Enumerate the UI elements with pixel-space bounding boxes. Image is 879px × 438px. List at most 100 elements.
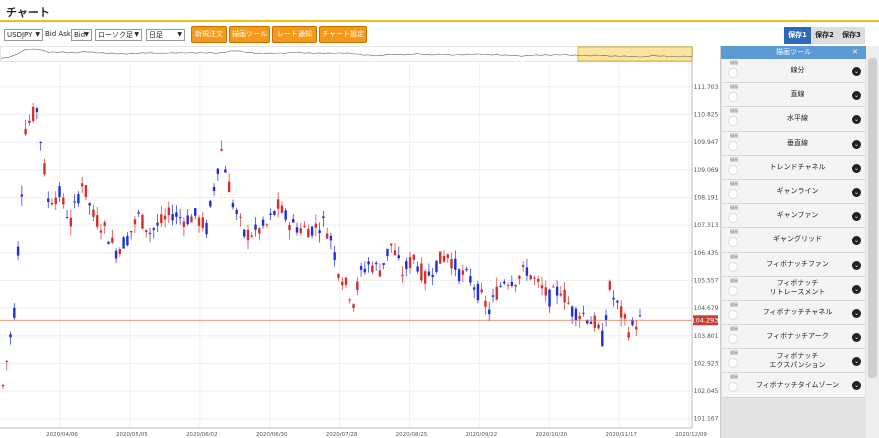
candle-body <box>378 270 382 277</box>
candle-body <box>24 128 27 135</box>
new-order-button[interactable]: 新規注文 <box>191 26 227 43</box>
candle-body <box>156 222 159 226</box>
tool-tag: 描画 <box>730 277 738 283</box>
x-tick-label: 2020/12/09 <box>675 432 707 438</box>
chevron-down-icon[interactable]: ⌄ <box>852 91 861 101</box>
candle-body <box>243 229 246 237</box>
candle-body <box>454 258 457 270</box>
candle-body <box>601 330 604 347</box>
toggle-icon[interactable] <box>728 382 738 393</box>
drawing-tool-item[interactable]: 描画 ギャングリッド ⌄ <box>722 228 865 253</box>
toggle-icon[interactable] <box>728 261 738 272</box>
toggle-icon[interactable] <box>728 140 738 151</box>
x-tick-label: 2020/08/25 <box>396 432 428 438</box>
candle-body <box>220 148 223 151</box>
drawing-tool-item[interactable]: 描画 フィボナッチタイムゾーン ⌄ <box>722 373 865 398</box>
candle-body <box>623 314 627 319</box>
candle-body <box>563 289 566 303</box>
candle-body <box>393 250 397 256</box>
toggle-icon[interactable] <box>728 188 738 199</box>
candle-body <box>276 199 280 209</box>
chevron-down-icon[interactable]: ⌄ <box>852 357 861 367</box>
chevron-down-icon[interactable]: ⌄ <box>852 212 861 222</box>
candle-body <box>506 284 510 286</box>
candle-body <box>390 243 393 246</box>
drawing-tools-button[interactable]: 描画ツール <box>229 26 270 43</box>
chevron-down-icon[interactable]: ⌄ <box>852 187 861 197</box>
candle-body <box>58 186 61 198</box>
candle-body <box>382 263 385 265</box>
timeframe-select[interactable]: 日足 ▼ <box>146 29 185 41</box>
drawing-tool-item[interactable]: 描画 水平線 ⌄ <box>722 107 865 132</box>
candle-body <box>570 306 574 317</box>
chevron-down-icon[interactable]: ⌄ <box>852 260 861 270</box>
drawing-tool-item[interactable]: 描画 フィボナッチアーク ⌄ <box>722 325 865 350</box>
candle-body <box>145 229 148 233</box>
candle-body <box>612 297 615 300</box>
drawing-tool-item[interactable]: 描画 フィボナッチ リトレースメント ⌄ <box>722 276 865 301</box>
save-tab-2[interactable]: 保存2 <box>811 27 838 44</box>
chevron-down-icon[interactable]: ⌄ <box>852 381 861 391</box>
candle-body <box>80 183 84 187</box>
chevron-down-icon[interactable]: ⌄ <box>852 236 861 246</box>
x-tick-label: 2020/11/17 <box>605 432 637 438</box>
chevron-down-icon[interactable]: ⌄ <box>852 284 861 294</box>
candle-body <box>359 266 363 270</box>
bidask-select[interactable]: Bid ▼ <box>71 29 92 41</box>
drawing-tool-item[interactable]: 描画 フィボナッチ エクスパンション ⌄ <box>722 349 865 374</box>
toggle-icon[interactable] <box>728 285 738 296</box>
y-tick-label: 107.313 <box>694 222 719 229</box>
candle-body <box>107 241 110 245</box>
toggle-icon[interactable] <box>728 309 738 320</box>
tool-name: フィボナッチ エクスパンション <box>769 351 826 369</box>
chevron-down-icon[interactable]: ⌄ <box>852 333 861 343</box>
toggle-icon[interactable] <box>728 237 738 248</box>
save-tab-1[interactable]: 保存1 <box>784 27 811 44</box>
symbol-select[interactable]: USDJPY ▼ <box>4 29 43 41</box>
tool-name: 水平線 <box>787 114 808 123</box>
candle-body <box>344 277 348 285</box>
toggle-icon[interactable] <box>728 334 738 345</box>
chevron-down-icon: ▼ <box>134 31 139 38</box>
chevron-down-icon[interactable]: ⌄ <box>852 139 861 149</box>
drawing-tool-item[interactable]: 描画 直線 ⌄ <box>722 83 865 108</box>
chevron-down-icon[interactable]: ⌄ <box>852 163 861 173</box>
drawing-tool-item[interactable]: 描画 フィボナッチチャネル ⌄ <box>722 300 865 326</box>
drawing-tool-item[interactable]: 描画 ギャンファン ⌄ <box>722 204 865 229</box>
navigator-window[interactable] <box>577 46 693 62</box>
rate-alert-button[interactable]: レート通知 <box>272 26 317 43</box>
tool-tag: 描画 <box>730 253 738 259</box>
chevron-down-icon[interactable]: ⌄ <box>852 115 861 125</box>
candle-body <box>337 274 340 279</box>
drawing-tool-item[interactable]: 描画 トレンドチャネル ⌄ <box>722 155 865 180</box>
navigator-strip[interactable] <box>0 46 693 62</box>
candle-body <box>265 224 269 226</box>
close-icon[interactable]: ✕ <box>852 48 858 56</box>
navigator-line <box>0 48 693 59</box>
chevron-down-icon[interactable]: ⌄ <box>852 308 861 318</box>
toggle-icon[interactable] <box>728 116 738 127</box>
toggle-icon[interactable] <box>728 213 738 224</box>
chart-type-select[interactable]: ローソク足 ▼ <box>95 29 142 41</box>
toggle-icon[interactable] <box>728 68 738 78</box>
chart-settings-button[interactable]: チャート設定 <box>319 26 367 43</box>
chevron-down-icon[interactable]: ⌄ <box>852 67 861 76</box>
candle-body <box>499 285 502 287</box>
drawing-tool-item[interactable]: 描画 フィボナッチファン ⌄ <box>722 252 865 277</box>
y-tick-label: 103.801 <box>694 333 719 340</box>
drawing-tool-item[interactable]: 描画 線分 ⌄ <box>722 59 865 84</box>
drawing-tool-item[interactable]: 描画 ギャンライン ⌄ <box>722 179 865 205</box>
tool-tag: 描画 <box>730 229 738 235</box>
candle-body <box>163 215 167 220</box>
drawing-tool-item[interactable]: 描画 垂直線 ⌄ <box>722 131 865 156</box>
toggle-icon[interactable] <box>728 358 738 369</box>
title-bar: チャート <box>0 0 879 22</box>
toggle-icon[interactable] <box>728 92 738 103</box>
save-tab-3[interactable]: 保存3 <box>838 27 865 44</box>
tool-tag: 描画 <box>730 205 738 211</box>
candle-body <box>401 274 404 277</box>
toggle-icon[interactable] <box>728 164 738 175</box>
candle-body <box>461 270 465 275</box>
sidebar-scroll-thumb[interactable] <box>868 58 877 378</box>
price-chart[interactable]: 104.293 111.703 110.825 109.947 109.069 108.… <box>0 62 720 438</box>
